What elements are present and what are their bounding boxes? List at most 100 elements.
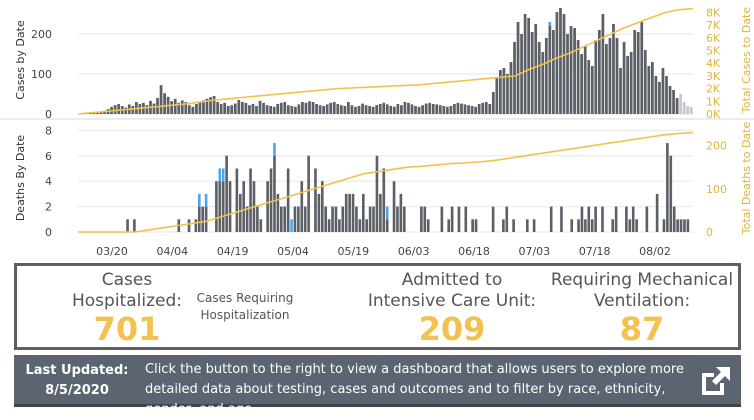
bar — [450, 106, 453, 114]
bar — [329, 103, 332, 114]
bar — [312, 102, 315, 114]
bar — [273, 107, 276, 114]
hospitalization-stats: Cases Hospitalized: 701 Cases Requiring … — [14, 263, 741, 350]
bar — [467, 105, 470, 114]
ventilation-value: 87 — [547, 312, 737, 346]
bar — [280, 103, 283, 114]
bar — [492, 92, 495, 114]
bar — [341, 207, 344, 232]
y-tick-label: 200 — [31, 28, 52, 41]
bar — [683, 219, 686, 232]
bar — [633, 30, 636, 114]
bar — [609, 38, 612, 114]
bar — [218, 181, 221, 232]
ventilation-label-1: Requiring Mechanical — [547, 270, 737, 291]
bar — [239, 194, 242, 232]
bar — [300, 181, 303, 232]
footer-banner: Last Updated: 8/5/2020 Click the button … — [14, 355, 741, 407]
y-right-tick-label: 200 — [706, 140, 727, 153]
external-link-button[interactable] — [698, 363, 734, 399]
bar — [234, 104, 237, 114]
y-tick-label: 4 — [45, 175, 52, 188]
bar — [676, 219, 679, 232]
bar — [602, 14, 605, 114]
bar — [283, 102, 286, 114]
bar — [359, 219, 362, 232]
bar — [533, 219, 536, 232]
bar — [560, 207, 563, 232]
bar — [435, 104, 438, 114]
bar — [474, 107, 477, 114]
y-right-tick-label: 5K — [706, 44, 721, 57]
bar — [361, 104, 364, 114]
last-updated: Last Updated: 8/5/2020 — [22, 361, 132, 401]
bar — [566, 34, 569, 114]
y-tick-label: 0 — [45, 226, 52, 239]
x-tick-label: 07/03 — [518, 245, 550, 258]
y-right-tick-label: 7K — [706, 19, 721, 32]
bar — [124, 108, 127, 114]
bar — [453, 104, 456, 114]
x-tick-label: 06/18 — [458, 245, 490, 258]
bar — [347, 102, 350, 114]
bar — [541, 52, 544, 114]
icu-label-2: Intensive Care Unit: — [362, 291, 542, 312]
bar — [396, 207, 399, 232]
bar — [478, 104, 481, 114]
bar — [570, 26, 573, 114]
bar — [439, 105, 442, 114]
bar — [336, 104, 339, 114]
y-right-tick-label: 100 — [706, 183, 727, 196]
cumulative-line — [78, 133, 693, 232]
last-updated-date: 8/5/2020 — [22, 381, 132, 401]
bar-highlight — [205, 194, 208, 207]
bar — [640, 22, 643, 114]
bar — [248, 105, 251, 114]
bar — [584, 46, 587, 114]
bar — [222, 181, 225, 232]
bar — [563, 14, 566, 114]
bar — [488, 104, 491, 114]
bar — [287, 105, 290, 114]
bar — [538, 42, 541, 114]
bar — [276, 104, 279, 114]
bar — [510, 62, 513, 114]
bar — [404, 102, 407, 114]
bar — [475, 219, 478, 232]
bar — [428, 103, 431, 114]
bar — [220, 104, 223, 114]
bar — [662, 68, 665, 114]
bar — [548, 26, 551, 114]
bar — [471, 219, 474, 232]
bar — [199, 102, 202, 114]
bar-highlight — [218, 168, 221, 181]
bar — [114, 105, 117, 114]
x-tick-label: 05/19 — [337, 245, 369, 258]
bar — [612, 24, 615, 114]
x-tick-label: 04/19 — [217, 245, 249, 258]
bar — [632, 207, 635, 232]
y-right-tick-label: 1K — [706, 95, 721, 108]
bar — [133, 219, 136, 232]
bar — [280, 207, 283, 232]
bar — [348, 194, 351, 232]
bar — [594, 207, 597, 232]
bar — [481, 103, 484, 114]
bar — [195, 104, 198, 114]
bar — [227, 106, 230, 114]
bar — [506, 74, 509, 114]
y-tick-label: 8 — [45, 124, 52, 137]
bar — [676, 98, 679, 114]
bar — [432, 104, 435, 114]
bar — [333, 102, 336, 114]
bar — [160, 85, 163, 114]
x-tick-label: 07/18 — [579, 245, 611, 258]
icu-stat: Admitted to Intensive Care Unit: 209 — [362, 270, 542, 346]
bar — [647, 66, 650, 114]
bar — [492, 207, 495, 232]
bar — [587, 60, 590, 114]
x-tick-label: 05/04 — [277, 245, 309, 258]
bar — [153, 104, 156, 114]
bar — [559, 8, 562, 114]
bar — [581, 207, 584, 232]
